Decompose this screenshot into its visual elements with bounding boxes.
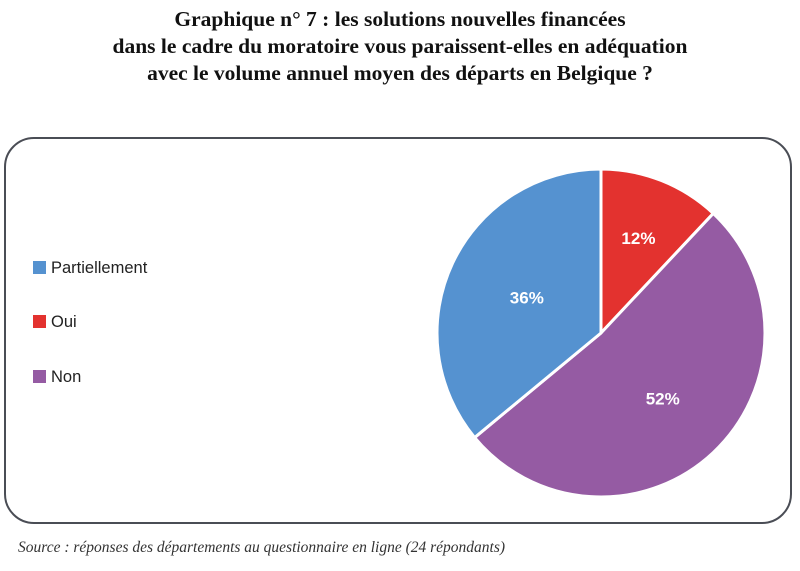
chart-source: Source : réponses des départements au qu… [18, 539, 506, 556]
chart-title-line-2: dans le cadre du moratoire vous paraisse… [112, 34, 688, 58]
legend-item-non: Non [33, 367, 81, 387]
pie-data-labels: 12% 52% 36% [510, 229, 680, 408]
pie-label-partiellement: 36% [510, 289, 544, 308]
pie-label-oui: 12% [621, 229, 655, 248]
legend-label-partiellement: Partiellement [51, 259, 148, 277]
pie-slice-non [473, 211, 767, 499]
pie-label-non: 52% [646, 389, 680, 408]
legend-item-oui: Oui [33, 312, 77, 332]
legend-item-partiellement: Partiellement [33, 258, 147, 278]
legend-label-oui: Oui [51, 313, 77, 331]
chart-title-line-3: avec le volume annuel moyen des départs … [147, 61, 653, 85]
pie-slices [435, 167, 767, 499]
pie-slice-partiellement [435, 167, 603, 440]
chart-title: Graphique n° 7 : les solutions nouvelles… [0, 6, 800, 87]
legend-swatch-oui [33, 315, 46, 328]
legend-label-non: Non [51, 368, 82, 386]
legend-swatch-partiellement [33, 261, 46, 274]
pie-slice-oui [599, 167, 715, 335]
chart-title-line-1: Graphique n° 7 : les solutions nouvelles… [174, 7, 626, 31]
legend-swatch-non [33, 370, 46, 383]
